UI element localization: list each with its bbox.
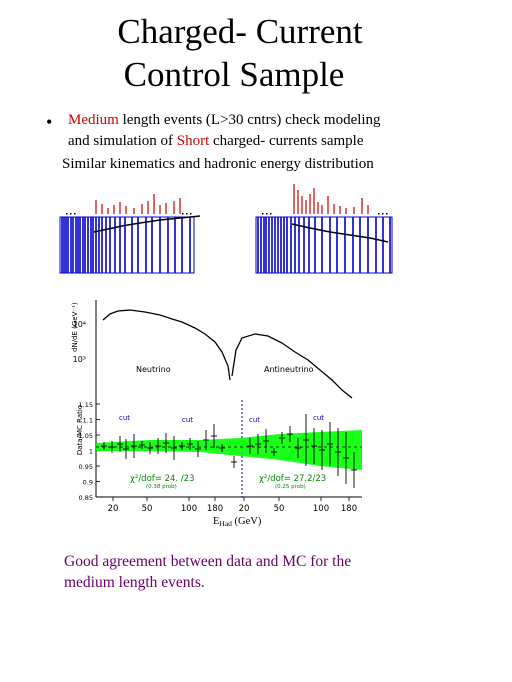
x-tick-label: 100 — [313, 504, 329, 514]
chi2-right: χ²/dof= 27.2/23 — [259, 474, 326, 484]
ratio-tick-label: 1 — [89, 448, 93, 456]
bullet-line-2-prefix: and simulation of — [68, 133, 177, 149]
x-tick-label: 180 — [341, 504, 357, 514]
event-left-dot-5 — [190, 213, 192, 215]
conclusion-text: Good agreement between data and MC for t… — [64, 551, 351, 593]
mc-error-band — [96, 430, 362, 470]
x-tick-label: 20 — [108, 504, 119, 514]
chi2-right-sub: (0.25 prob) — [275, 484, 306, 490]
event-right-dot-2 — [270, 213, 272, 215]
conclusion-line-1: Good agreement between data and MC for t… — [64, 553, 352, 570]
event-right-dot-0 — [262, 213, 264, 215]
event-right-dot-5 — [386, 213, 388, 215]
x-tick-label: 50 — [274, 504, 285, 514]
event-right-track — [291, 223, 389, 243]
event-left-dot-1 — [70, 213, 72, 215]
bullet-line-1-rest: length events (L>30 cntrs) check modelin… — [118, 112, 381, 128]
bullet-line-1: Medium length events (L>30 cntrs) check … — [68, 112, 381, 129]
antineutrino-label: Antineutrino — [264, 365, 314, 374]
top-tick-1e3: 10³ — [73, 355, 86, 364]
ratio-tick-labels: 1.15 1.1 1.05 1 0.95 0.9 0.85 — [79, 401, 100, 502]
neutrino-label: Neutrino — [136, 365, 171, 374]
medium-word: Medium — [68, 112, 119, 128]
chi2-left-sub: (0.38 prob) — [146, 484, 177, 490]
x-axis-label: EHad (GeV) — [213, 516, 262, 528]
slide-title-line1: Charged- Current — [117, 12, 363, 51]
top-tick-1e4: 10⁴ — [73, 320, 86, 329]
event-left-dot-3 — [182, 213, 184, 215]
top-panel-ylabel: dN/dE (GeV⁻¹) — [71, 302, 79, 352]
conclusion-line-2: medium length events. — [64, 574, 205, 591]
ratio-data-points — [101, 414, 357, 488]
bullet-line-2: and simulation of Short charged- current… — [68, 133, 364, 150]
x-tick-labels: 20 50 100 180 20 50 100 180 — [108, 497, 357, 514]
event-left-detector — [59, 216, 195, 274]
event-left-track — [93, 215, 201, 233]
event-left-dot-4 — [186, 213, 188, 215]
chi2-left: χ²/dof= 24. /23 — [130, 474, 195, 484]
cut-label-1: cut — [119, 414, 130, 422]
event-display-right — [255, 184, 393, 274]
ratio-tick-label: 0.85 — [79, 494, 93, 502]
x-tick-label: 20 — [239, 504, 250, 514]
x-tick-label: 180 — [207, 504, 223, 514]
ratio-tick-label: 0.9 — [83, 479, 93, 487]
bullet-line-2-rest: charged- currents sample — [209, 133, 364, 149]
slide-title-line2: Control Sample — [123, 55, 345, 94]
ratio-tick-label: 1.15 — [79, 401, 93, 409]
event-right-dot-1 — [266, 213, 268, 215]
event-left-dot-0 — [66, 213, 68, 215]
ratio-tick-label: 0.95 — [79, 463, 93, 471]
event-right-hit-bars — [262, 184, 388, 215]
event-right-dot-3 — [378, 213, 380, 215]
antineutrino-spectrum-curve — [231, 333, 353, 399]
event-display-left — [59, 194, 201, 274]
short-word: Short — [176, 133, 210, 149]
x-tick-label: 100 — [181, 504, 197, 514]
similar-kinematics-line: Similar kinematics and hadronic energy d… — [62, 156, 374, 172]
event-right-frame — [255, 216, 393, 274]
cut-label-4: cut — [313, 414, 324, 422]
cut-marks: cut cut cut cut — [119, 414, 324, 424]
event-right-detector — [255, 216, 393, 274]
event-left-dot-2 — [74, 213, 76, 215]
event-right-dot-4 — [382, 213, 384, 215]
bullet-marker: • — [46, 112, 53, 132]
cut-label-3: cut — [249, 416, 260, 424]
cut-label-2: cut — [182, 416, 193, 424]
ratio-tick-label: 1.05 — [79, 432, 93, 440]
ratio-ylabel: Data/MC Ratio — [76, 405, 84, 455]
energy-distribution-plot: dN/dE (GeV⁻¹) 10⁴ 10³ Neutrino Antineutr… — [71, 300, 362, 528]
ratio-tick-label: 1.1 — [83, 417, 93, 425]
event-left-hit-bars — [66, 194, 192, 215]
x-tick-label: 50 — [142, 504, 153, 514]
neutrino-spectrum-curve — [102, 309, 231, 381]
